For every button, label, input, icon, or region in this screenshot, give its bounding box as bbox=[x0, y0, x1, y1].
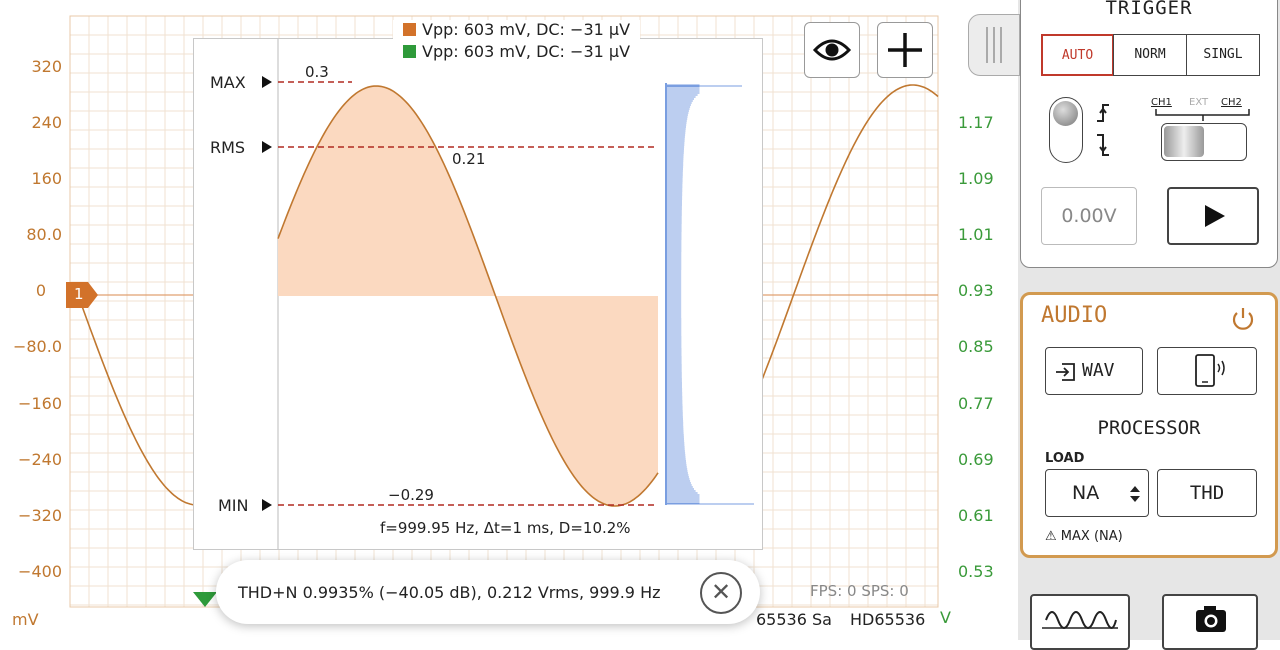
source-slider[interactable] bbox=[1161, 123, 1247, 161]
camera-icon bbox=[1196, 606, 1226, 632]
edge-toggle[interactable] bbox=[1049, 97, 1083, 163]
hd-mode: HD65536 bbox=[850, 610, 926, 629]
y-right-unit: V bbox=[940, 608, 951, 627]
import-icon bbox=[1056, 363, 1075, 381]
thd-button[interactable]: THD bbox=[1157, 469, 1257, 517]
sample-count: 65536 Sa bbox=[756, 610, 832, 629]
processor-title: PROCESSOR bbox=[1097, 417, 1201, 439]
waveform-button[interactable] bbox=[1030, 594, 1130, 650]
min-label: MIN bbox=[218, 496, 249, 515]
y-tick-left: 80.0 bbox=[26, 225, 62, 244]
y-tick-left: −160 bbox=[18, 394, 62, 413]
audio-title: AUDIO bbox=[1041, 303, 1108, 328]
y-tick-right: 0.61 bbox=[958, 506, 994, 525]
phone-sound-icon bbox=[1195, 354, 1225, 387]
play-icon bbox=[1205, 205, 1225, 227]
add-measurement-button[interactable] bbox=[877, 22, 933, 78]
y-tick-left: 240 bbox=[31, 113, 62, 132]
run-button[interactable] bbox=[1167, 187, 1259, 245]
y-tick-left: 0 bbox=[35, 281, 46, 300]
analysis-plot bbox=[262, 39, 754, 549]
wav-import-button[interactable]: WAV bbox=[1045, 347, 1143, 395]
max-value: 0.3 bbox=[305, 63, 329, 81]
y-tick-left: 160 bbox=[31, 169, 62, 188]
load-label: LOAD bbox=[1045, 451, 1085, 466]
y-tick-right: 0.53 bbox=[958, 562, 994, 581]
trigger-mode-auto[interactable]: AUTO bbox=[1041, 34, 1114, 76]
load-select[interactable]: NA bbox=[1045, 469, 1149, 517]
channel-1-marker[interactable]: 1 bbox=[66, 282, 100, 308]
control-sidebar: TRIGGER AUTO NORM SINGL CH1 EXT CH2 0.00… bbox=[968, 0, 1280, 650]
thd-result-toast: THD+N 0.9935% (−40.05 dB), 0.212 Vrms, 9… bbox=[216, 560, 760, 624]
screenshot-button[interactable] bbox=[1162, 594, 1258, 650]
device-audio-button[interactable] bbox=[1157, 347, 1257, 395]
close-circle-icon[interactable]: ✕ bbox=[700, 572, 742, 614]
updown-icon bbox=[1130, 486, 1140, 502]
plus-icon bbox=[888, 33, 922, 67]
rms-label: RMS bbox=[210, 138, 246, 157]
legend-ch2: Vpp: 603 mV, DC: −31 μV bbox=[393, 42, 641, 61]
trigger-mode-norm[interactable]: NORM bbox=[1113, 34, 1187, 76]
visibility-button[interactable] bbox=[804, 22, 860, 78]
signal-stats: f=999.95 Hz, Δt=1 ms, D=10.2% bbox=[380, 519, 631, 537]
y-tick-right: 0.93 bbox=[958, 281, 994, 300]
trigger-mode-singl[interactable]: SINGL bbox=[1186, 34, 1260, 76]
y-tick-left: −400 bbox=[18, 562, 62, 581]
trigger-card: TRIGGER AUTO NORM SINGL CH1 EXT CH2 0.00… bbox=[1020, 0, 1278, 268]
thd-result-text: THD+N 0.9935% (−40.05 dB), 0.212 Vrms, 9… bbox=[238, 583, 661, 602]
y-tick-right: 0.77 bbox=[958, 394, 994, 413]
fps-readout: FPS: 0 SPS: 0 bbox=[810, 582, 909, 600]
max-label: MAX bbox=[210, 73, 246, 92]
waveform-icon bbox=[1042, 611, 1118, 629]
max-load-note: ⚠ MAX (NA) bbox=[1045, 529, 1123, 544]
edge-icons bbox=[1097, 104, 1109, 156]
y-tick-right: 0.85 bbox=[958, 337, 994, 356]
grip-icon bbox=[986, 27, 1002, 63]
source-ch2: CH2 bbox=[1221, 97, 1242, 108]
y-tick-right: 0.69 bbox=[958, 450, 994, 469]
y-left-unit: mV bbox=[12, 610, 39, 629]
eye-icon bbox=[812, 39, 852, 61]
trigger-position-marker[interactable] bbox=[193, 592, 219, 608]
rms-value: 0.21 bbox=[452, 150, 486, 168]
y-tick-right: 1.17 bbox=[958, 113, 994, 132]
amplitude-histogram bbox=[666, 84, 754, 505]
waveform-analysis-panel: MAX RMS MIN 0.3 0.21 −0.29 f=999.95 Hz, … bbox=[193, 38, 763, 550]
y-tick-right: 1.09 bbox=[958, 169, 994, 188]
min-value: −0.29 bbox=[388, 486, 434, 504]
power-icon[interactable] bbox=[1229, 305, 1257, 333]
trigger-title: TRIGGER bbox=[1105, 0, 1193, 19]
y-tick-left: 320 bbox=[31, 57, 62, 76]
y-tick-left: −240 bbox=[18, 450, 62, 469]
source-ext: EXT bbox=[1189, 97, 1209, 108]
trigger-level-field[interactable]: 0.00V bbox=[1041, 187, 1137, 245]
warning-icon: ⚠ bbox=[1045, 529, 1057, 544]
sidebar-handle[interactable] bbox=[968, 14, 1020, 76]
y-tick-left: −320 bbox=[18, 506, 62, 525]
source-ch1: CH1 bbox=[1151, 97, 1172, 108]
audio-card: AUDIO WAV PROCESSOR LOAD NA THD bbox=[1020, 292, 1278, 558]
y-tick-right: 1.01 bbox=[958, 225, 994, 244]
legend-ch1: Vpp: 603 mV, DC: −31 μV bbox=[393, 20, 641, 39]
y-tick-left: −80.0 bbox=[12, 337, 62, 356]
